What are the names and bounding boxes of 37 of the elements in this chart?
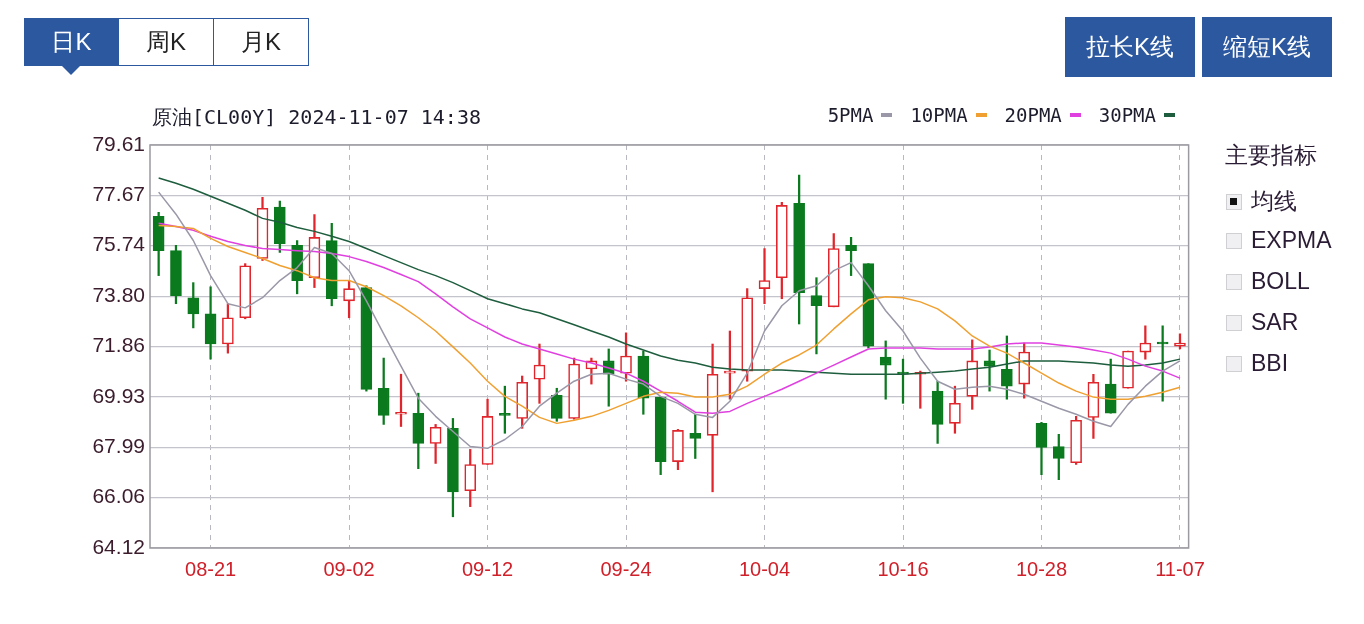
text: 均线 [1251,187,1297,216]
text: 缩短K线 [1202,17,1332,77]
x-tick-label: 09-12 [461,557,514,580]
y-tick-label: 79.61 [92,131,145,155]
candlestick [983,349,996,392]
text: BOLL [1251,268,1310,295]
text: SAR [1251,309,1299,336]
candlestick [810,277,823,355]
x-tick-label: 08-21 [185,557,237,580]
y-tick-label: 69.93 [92,383,145,407]
candlestick [758,248,771,305]
legend-label: 10PMA [910,104,968,126]
x-tick-label: 10-28 [1015,557,1068,580]
legend-label: 20PMA [1004,104,1062,126]
legend-label: 30PMA [1098,104,1156,126]
chart-title: 原油[CL00Y] 2024-11-07 14:38 [152,104,481,131]
x-tick-label: 11-07 [1155,557,1205,580]
y-tick-label: 77.67 [92,182,145,206]
x-tick-label: 09-24 [600,557,652,580]
legend-label: 5PMA [827,104,874,126]
candlestick [533,343,546,404]
text: 月K [213,18,309,66]
y-tick-label: 64.12 [92,534,145,558]
y-tick-label: 67.99 [92,434,145,458]
x-tick-label: 10-04 [738,557,791,580]
text: EXPMA [1251,227,1332,254]
y-tick-label: 66.06 [92,484,145,508]
text: 周K [118,18,214,66]
text: 日K [24,18,119,66]
text: 主要指标 [1225,141,1317,170]
x-tick-label: 10-16 [877,557,929,580]
text: 拉长K线 [1065,17,1195,77]
x-tick-label: 09-02 [323,557,375,580]
y-tick-label: 73.80 [92,282,145,306]
text: BBI [1251,350,1289,377]
y-tick-label: 75.74 [92,232,146,256]
y-tick-label: 71.86 [92,333,145,357]
